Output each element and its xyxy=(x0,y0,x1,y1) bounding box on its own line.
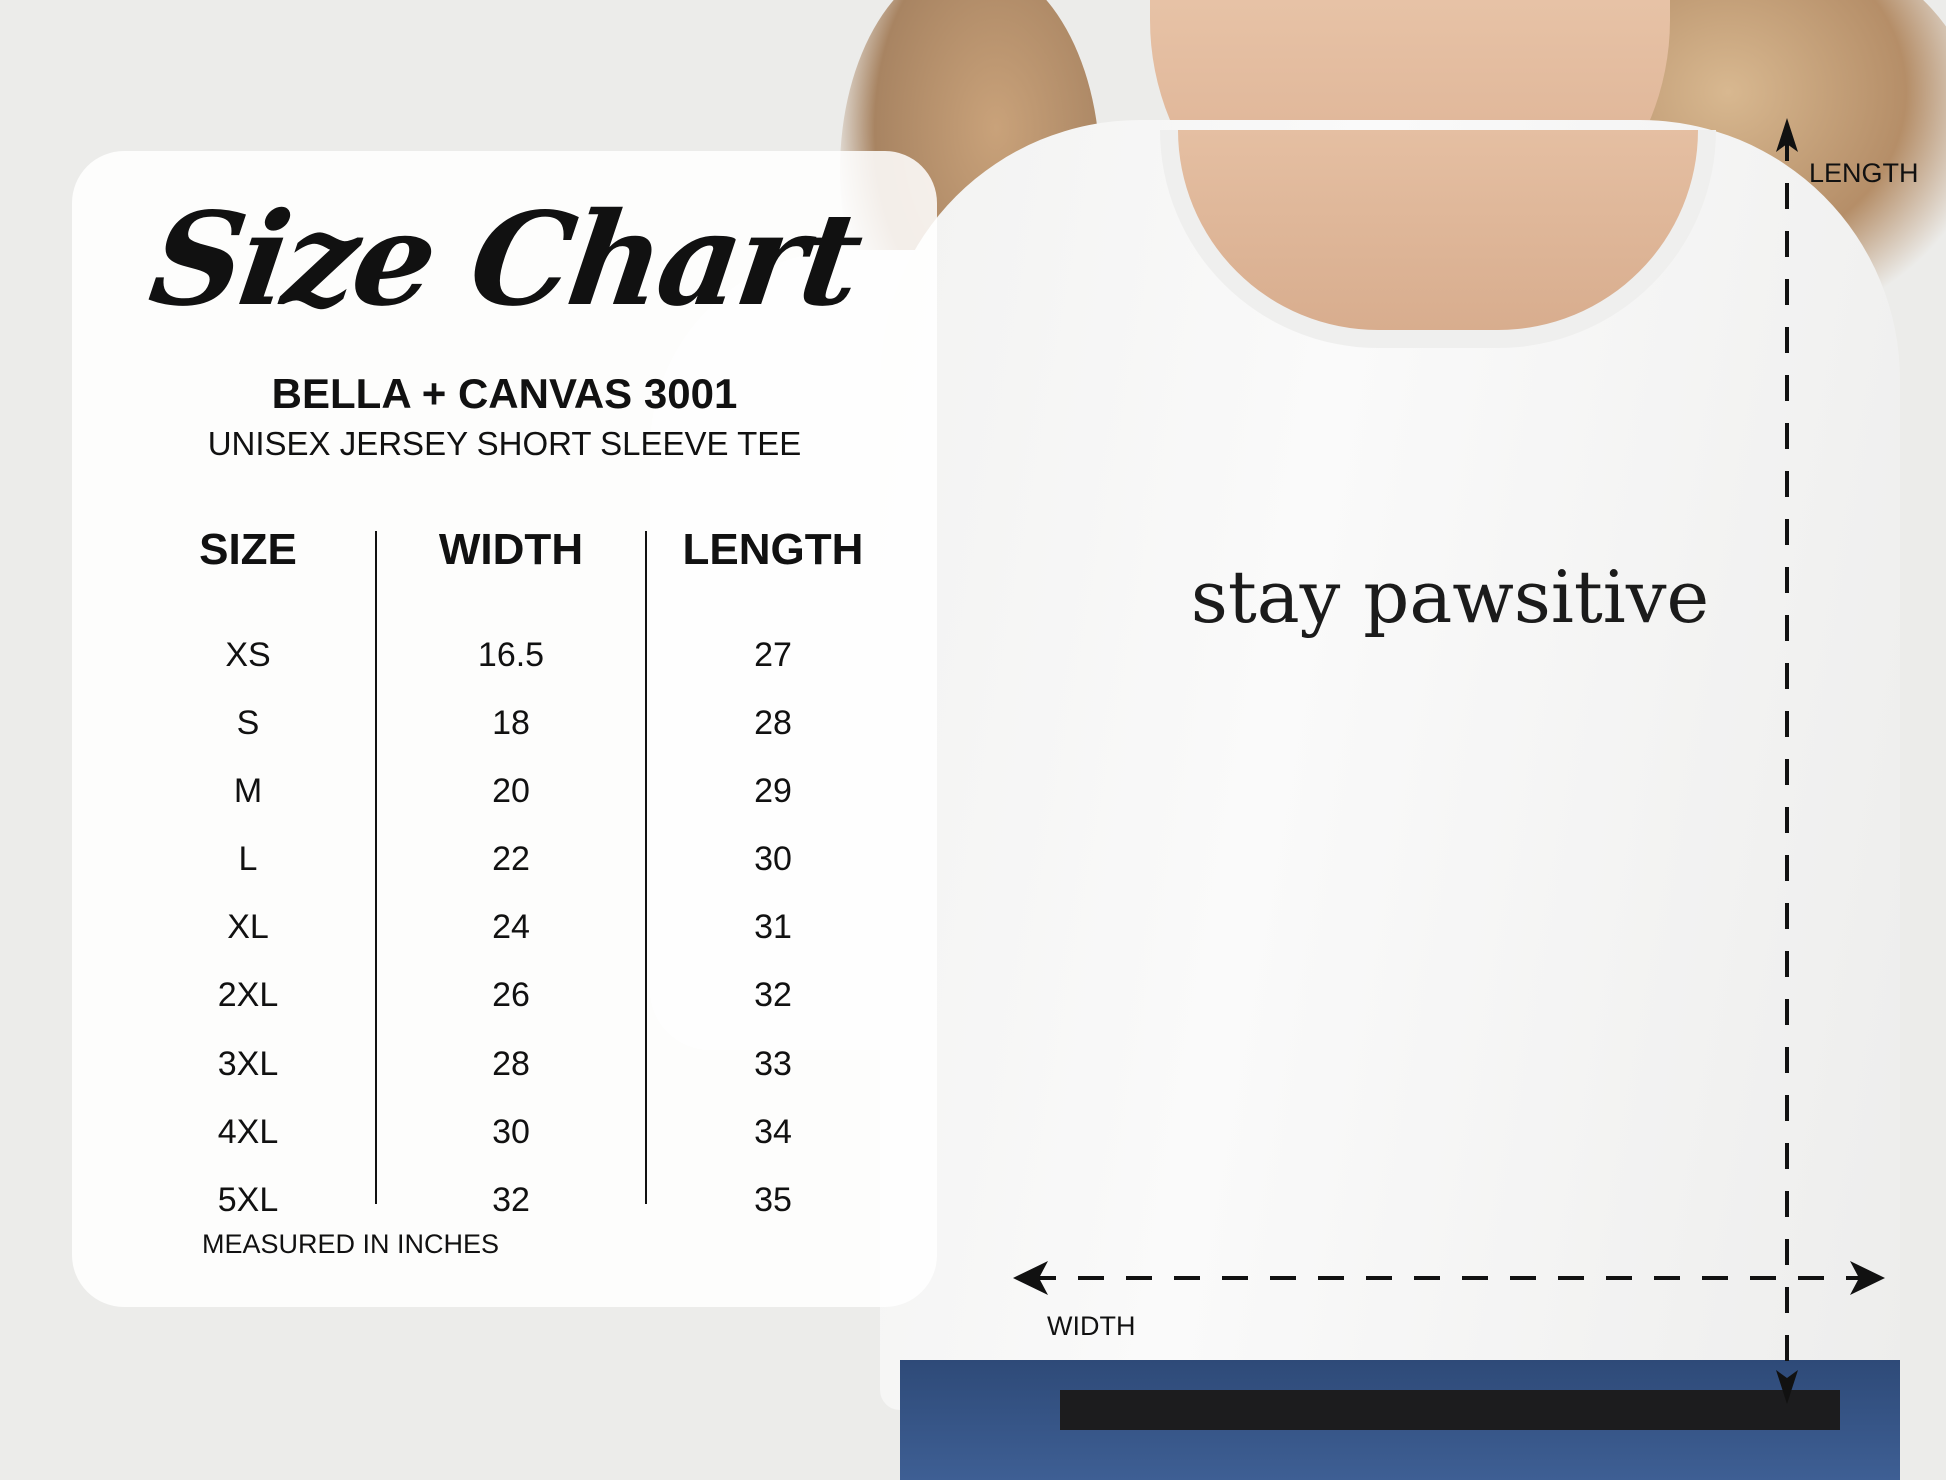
length-arrow-down-icon xyxy=(1776,1370,1798,1404)
width-arrow-right-icon xyxy=(1850,1261,1885,1295)
length-cell: 27 xyxy=(754,636,792,674)
belt xyxy=(1060,1390,1840,1430)
width-cell: 28 xyxy=(492,1044,530,1083)
width-arrow-left-icon xyxy=(1013,1261,1048,1295)
size-cell: M xyxy=(233,772,263,811)
size-chart-panel xyxy=(72,151,937,1307)
column-header: LENGTH xyxy=(682,525,864,574)
width-cell: 18 xyxy=(492,704,530,743)
width-label: WIDTH xyxy=(1047,1311,1136,1341)
length-label: LENGTH xyxy=(1809,158,1919,188)
length-cell: 34 xyxy=(754,1112,792,1151)
units-note: MEASURED IN INCHES xyxy=(202,1229,500,1259)
length-cell: 31 xyxy=(754,908,792,947)
width-column: WIDTH 16.5 18 20 22 24 26 28 30 32 xyxy=(381,525,641,1248)
size-cell: XS xyxy=(225,636,271,674)
column-divider xyxy=(645,531,647,1204)
width-cell: 22 xyxy=(492,840,530,879)
size-cell: 2XL xyxy=(217,976,279,1015)
width-cell: 32 xyxy=(492,1180,530,1219)
column-divider xyxy=(375,531,377,1204)
length-cell: 32 xyxy=(754,976,792,1015)
product-subtitle: UNISEX JERSEY SHORT SLEEVE TEE xyxy=(207,425,802,462)
size-cell: L xyxy=(238,840,258,879)
length-cell: 30 xyxy=(754,840,792,879)
chart-title: Size Chart xyxy=(141,185,868,335)
size-cell: XL xyxy=(227,908,269,947)
length-cell: 33 xyxy=(754,1044,792,1083)
width-cell: 30 xyxy=(492,1112,530,1151)
size-cell: S xyxy=(236,704,260,743)
size-column: SIZE XS S M L XL 2XL 3XL 4XL 5XL xyxy=(118,525,378,1248)
length-cell: 35 xyxy=(754,1180,792,1219)
size-cell: 5XL xyxy=(217,1180,279,1219)
column-header: SIZE xyxy=(199,525,297,574)
width-cell: 20 xyxy=(492,772,530,811)
length-column: LENGTH 27 28 29 30 31 32 33 34 35 xyxy=(643,525,903,1248)
shirt-print-text: stay pawsitive xyxy=(1190,555,1710,639)
column-header: WIDTH xyxy=(438,525,584,574)
brand-title: BELLA + CANVAS 3001 xyxy=(271,370,738,417)
width-cell: 24 xyxy=(492,908,530,947)
size-cell: 3XL xyxy=(217,1044,279,1083)
length-arrow-up-icon xyxy=(1776,118,1798,152)
size-cell: 4XL xyxy=(217,1112,279,1151)
width-cell: 16.5 xyxy=(477,636,545,674)
width-cell: 26 xyxy=(492,976,530,1015)
length-cell: 29 xyxy=(754,772,792,811)
length-cell: 28 xyxy=(754,704,792,743)
